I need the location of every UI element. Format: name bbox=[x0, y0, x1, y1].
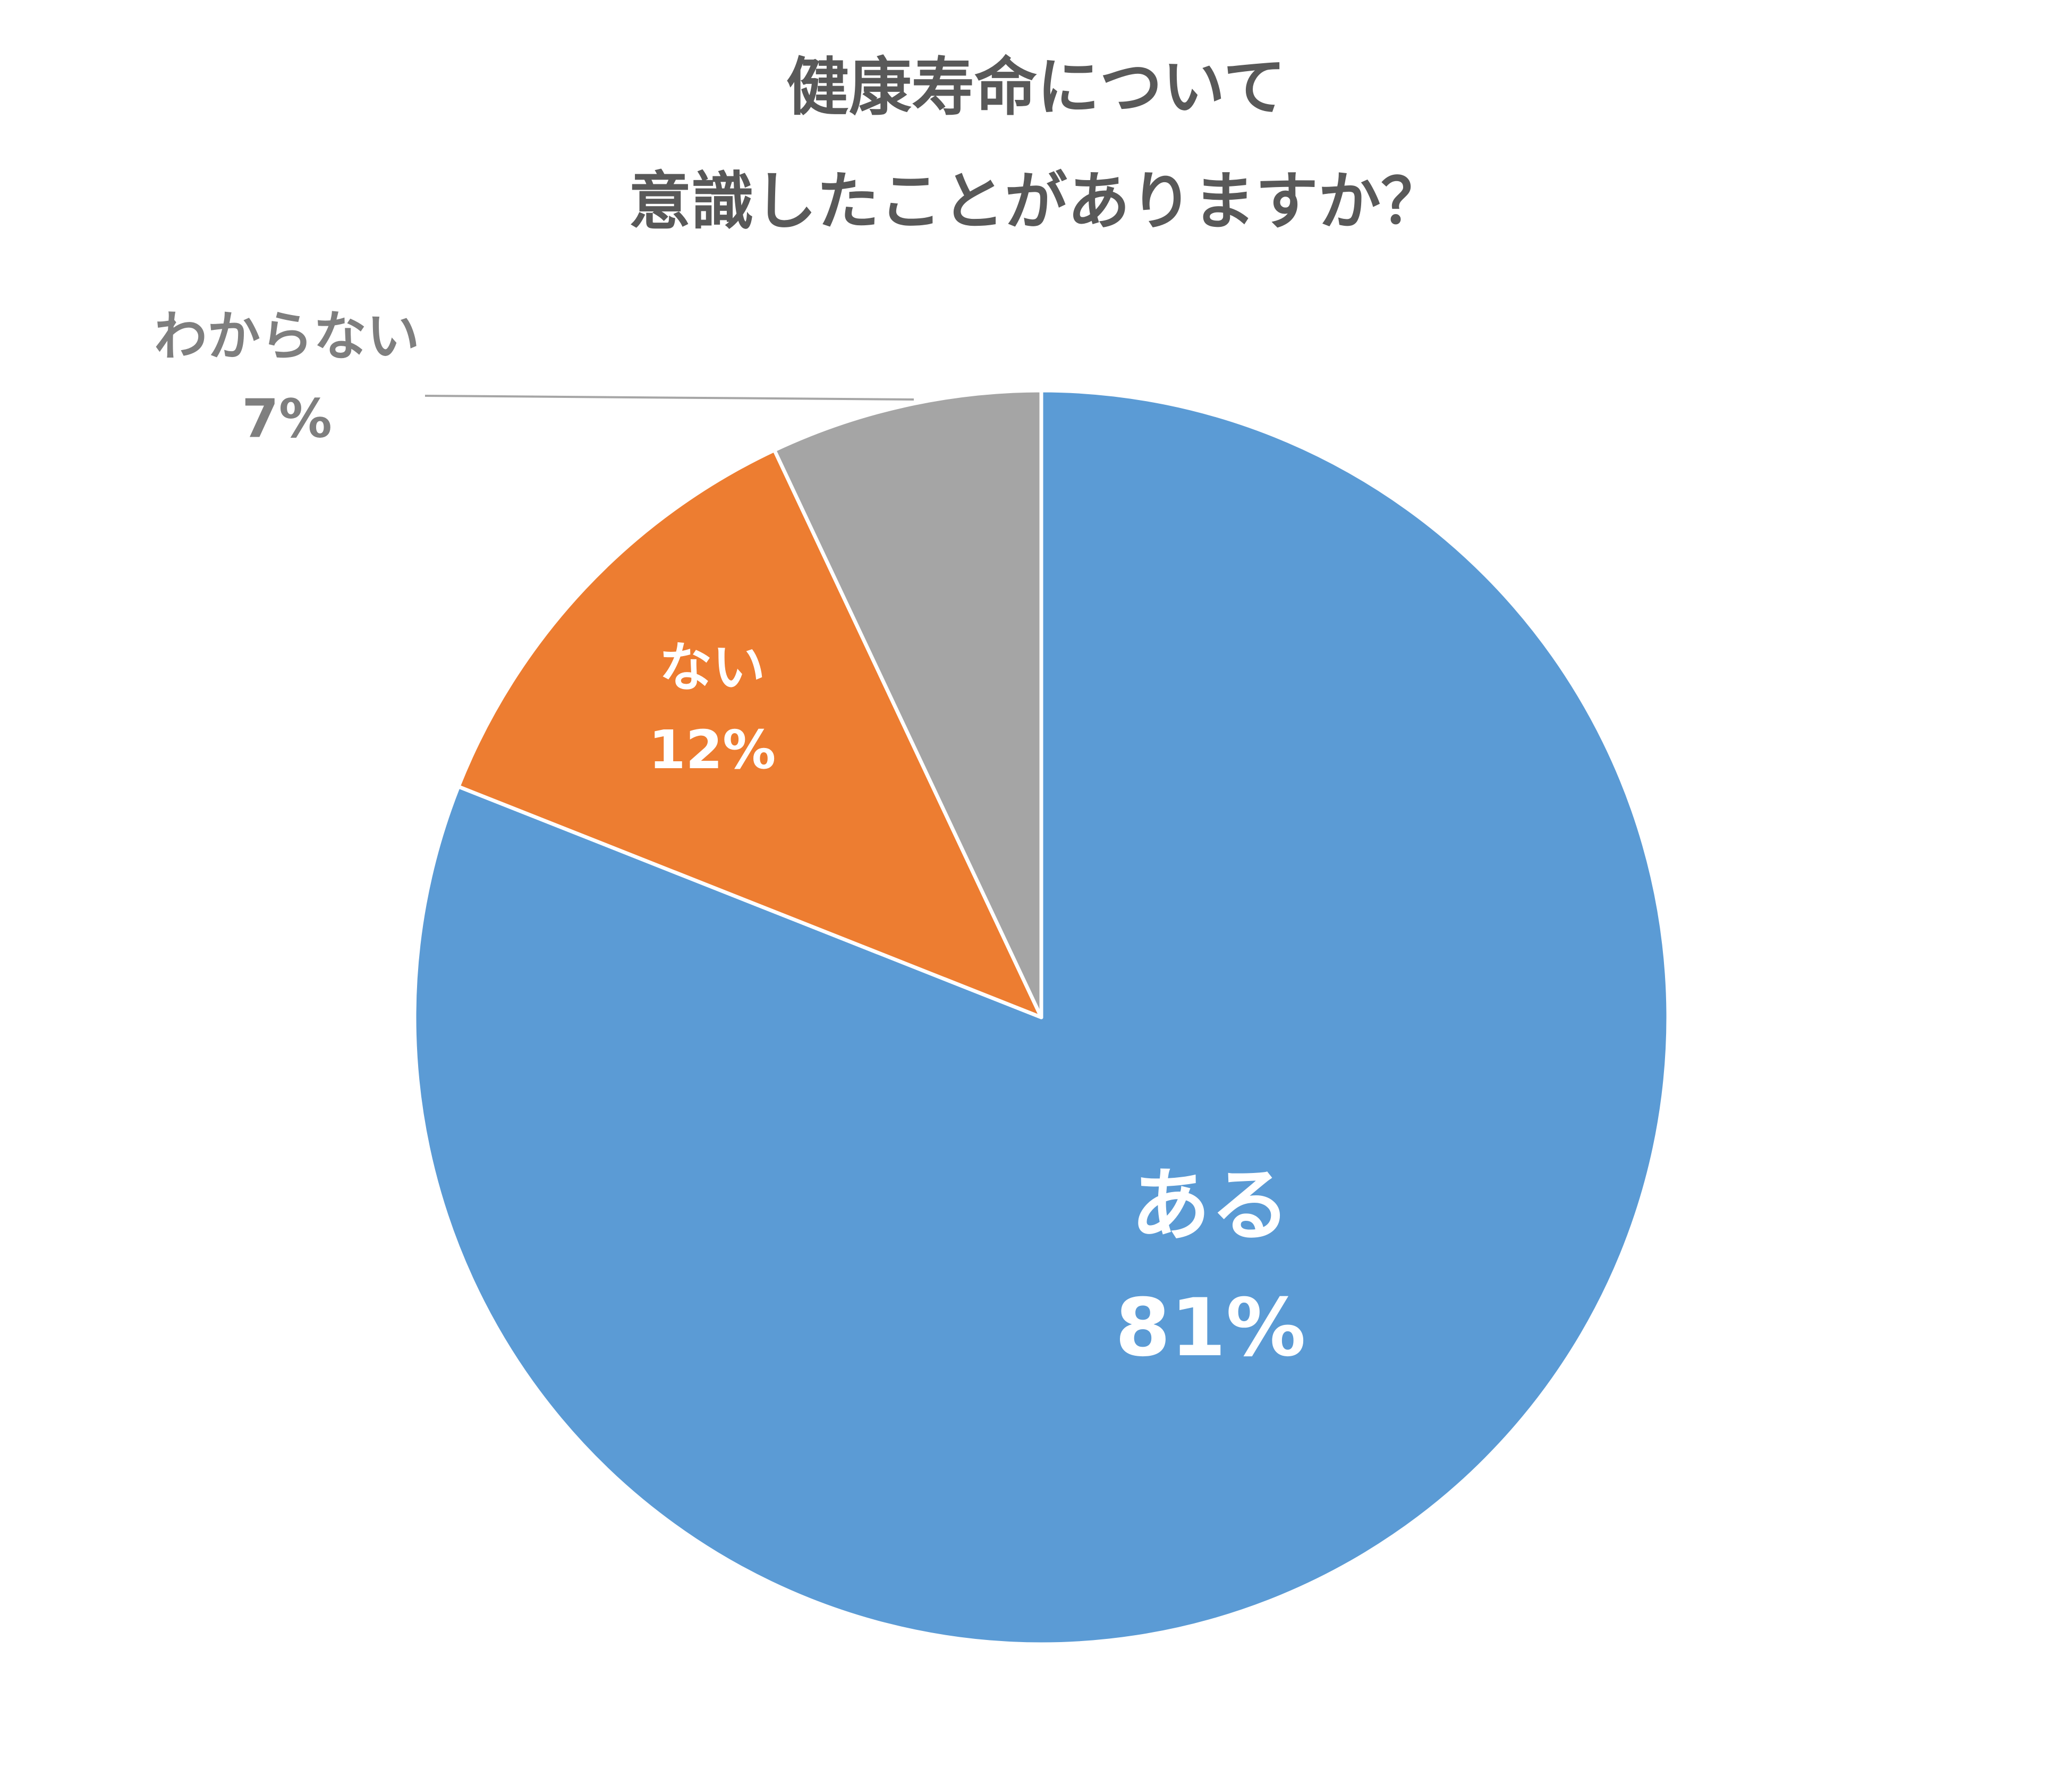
pie-slice-3 bbox=[772, 388, 1043, 1019]
slice-category-label-1: ある bbox=[1131, 1160, 1290, 1252]
leader-line-3 bbox=[424, 395, 914, 401]
chart-title-line-2: 意識したことがありますか？ bbox=[629, 165, 1443, 238]
slice-percent-label-1: 81% bbox=[1115, 1282, 1306, 1374]
chart-title-line-1: 健康寿命について bbox=[786, 50, 1286, 124]
data-labels: ある 81% ない 12% わからない 7% bbox=[154, 305, 1306, 1374]
slice-percent-label-3: 7% bbox=[242, 388, 332, 450]
slice-category-label-2: ない bbox=[659, 636, 766, 699]
pie-slices bbox=[412, 388, 1670, 1646]
pie-slice-1 bbox=[412, 388, 1670, 1646]
slice-category-label-3: わからない bbox=[154, 305, 420, 368]
leader-lines bbox=[424, 395, 914, 401]
slice-percent-label-2: 12% bbox=[649, 719, 776, 781]
pie-slice-2 bbox=[456, 448, 1043, 1019]
